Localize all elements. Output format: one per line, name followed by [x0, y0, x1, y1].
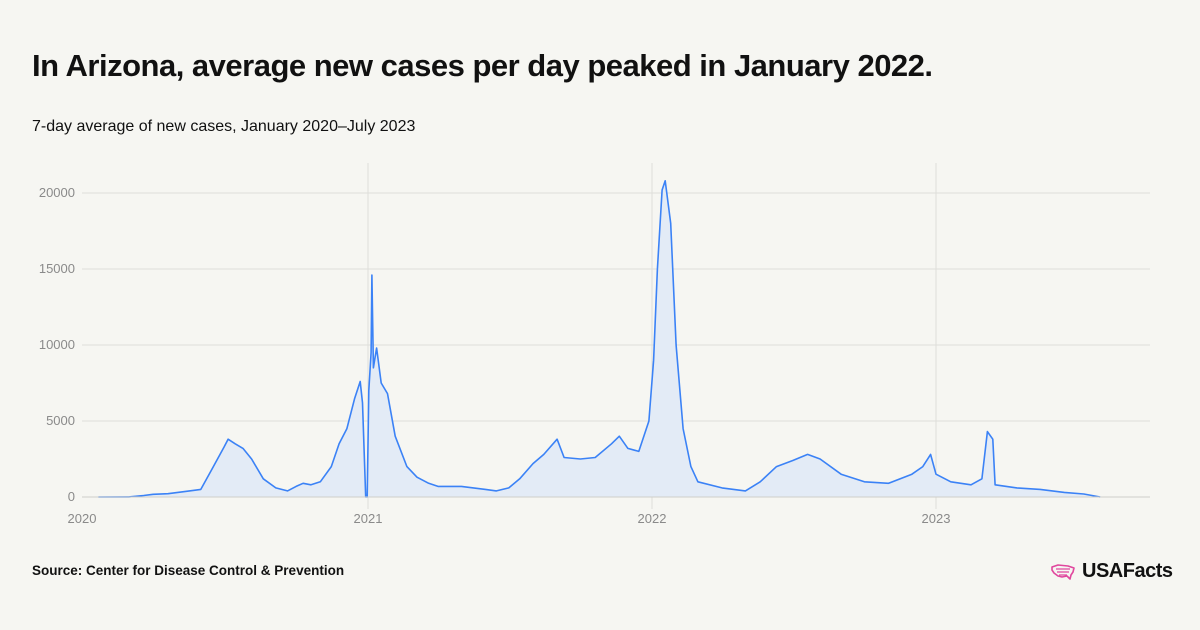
source-note: Source: Center for Disease Control & Pre…	[32, 563, 345, 578]
x-tick-label: 2021	[354, 511, 383, 526]
series-line	[98, 180, 1101, 498]
y-tick-label: 20000	[39, 185, 75, 200]
y-tick-label: 10000	[39, 337, 75, 352]
axis-layer: 0 5000 10000 15000 20000 2020 2021 2022 2023	[39, 185, 1150, 526]
y-tick-label: 0	[68, 489, 75, 504]
y-tick-label: 15000	[39, 261, 75, 276]
chart-subtitle: 7-day average of new cases, January 2020…	[32, 118, 416, 135]
series-area	[98, 180, 1101, 498]
x-tick-label: 2022	[638, 511, 667, 526]
usa-map-icon	[1051, 563, 1075, 580]
y-tick-label: 5000	[46, 413, 75, 428]
x-tick-label: 2023	[922, 511, 951, 526]
series-layer	[98, 180, 1101, 498]
x-tick-label: 2020	[68, 511, 97, 526]
logo-text: USAFacts	[1082, 560, 1173, 582]
grid-layer	[82, 163, 1150, 509]
usafacts-logo: USAFacts	[1050, 560, 1173, 583]
chart-title: In Arizona, average new cases per day pe…	[32, 48, 933, 83]
